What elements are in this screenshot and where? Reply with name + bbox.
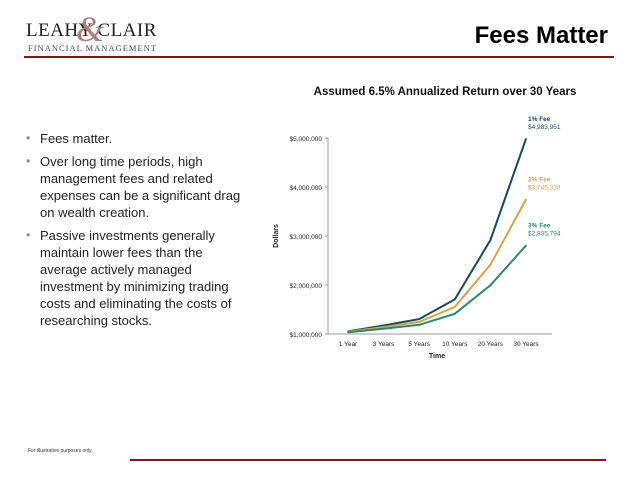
logo-name: LEAHY CLAIR [26, 20, 157, 41]
data-point [525, 198, 527, 201]
bullet-item: Fees matter. [26, 130, 246, 147]
x-tick-label: 5 Years [408, 341, 430, 348]
slide-title: Fees Matter [474, 22, 608, 49]
data-point [418, 321, 421, 323]
data-point [418, 323, 421, 326]
series-end-value-label: $2,805,794 [528, 231, 561, 238]
data-point [489, 264, 492, 266]
footnote: For illustrative purposes only. [28, 448, 93, 454]
x-tick-label: 30 Years [513, 341, 539, 348]
series-end-value-label: $3,745,318 [528, 184, 561, 191]
y-tick-label: $2,000,000 [289, 283, 322, 290]
header-divider [24, 56, 614, 58]
x-tick-label: 1 Year [339, 341, 358, 348]
data-point [454, 313, 456, 315]
y-axis-label: Dollars [273, 224, 280, 248]
data-point [382, 326, 385, 328]
y-tick-label: $3,000,000 [289, 234, 322, 241]
series-name-label: 1% Fee [528, 116, 551, 123]
x-tick-label: 10 Years [442, 341, 468, 348]
x-axis-label: Time [429, 353, 445, 360]
chart-title: Assumed 6.5% Annualized Return over 30 Y… [313, 86, 577, 98]
company-logo: LEAHY CLAIR & FINANCIAL MANAGEMENT [26, 9, 157, 54]
bullet-list: Fees matter. Over long time periods, hig… [26, 130, 246, 335]
series-line-3 [347, 244, 527, 334]
data-point [347, 331, 349, 334]
data-point [525, 137, 527, 140]
logo-ampersand: & [76, 9, 105, 49]
data-point [382, 327, 385, 330]
y-tick-label: $5,000,000 [289, 136, 322, 143]
data-point [489, 284, 492, 287]
series-line-2 [347, 199, 527, 333]
data-point [382, 324, 385, 327]
y-tick-label: $4,000,000 [289, 185, 322, 192]
data-point [418, 318, 421, 320]
data-point [454, 298, 456, 301]
x-tick-label: 20 Years [478, 341, 504, 348]
x-tick-label: 3 Years [373, 341, 395, 348]
bullet-item: Over long time periods, high management … [26, 153, 246, 221]
data-point [454, 306, 456, 308]
y-tick-label: $1,000,000 [289, 332, 322, 339]
footer-divider [130, 459, 606, 461]
series-end-value-label: $4,983,951 [528, 124, 561, 131]
series-line-1 [347, 138, 527, 333]
data-point [525, 244, 527, 247]
series-name-label: 2% Fee [528, 176, 551, 183]
series-name-label: 3% Fee [528, 223, 551, 230]
bullet-item: Passive investments generally maintain l… [26, 227, 246, 329]
logo-tagline: FINANCIAL MANAGEMENT [28, 43, 157, 53]
data-point [489, 239, 492, 241]
